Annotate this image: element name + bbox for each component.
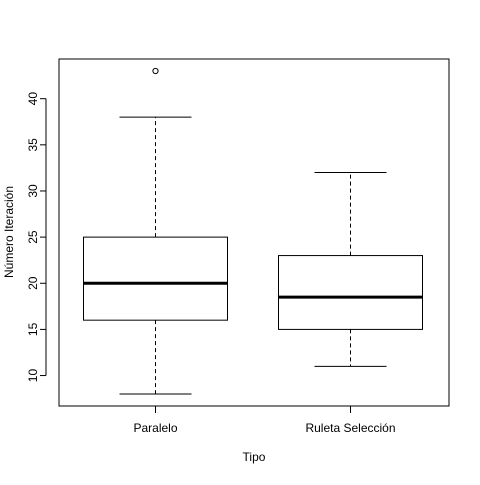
box-1 [83,67,228,395]
y-tick-label: 15 [26,322,40,336]
y-tick-label: 20 [26,276,40,290]
boxes-group [83,67,423,395]
y-axis: 10 15 20 25 30 35 40 [26,92,47,383]
iqr-box [278,255,423,330]
y-tick-label: 25 [26,230,40,244]
outlier-point [152,67,159,75]
y-tick-label: 35 [26,138,40,152]
x-axis: Paralelo Ruleta Selección [133,405,396,435]
x-tick-label: Ruleta Selección [305,421,395,435]
y-axis-label: Número Iteración [2,186,16,278]
iqr-box [83,236,228,321]
x-axis-label: Tipo [243,450,266,464]
box-2 [278,172,423,367]
x-tick-label: Paralelo [133,421,177,435]
y-tick-label: 40 [26,92,40,106]
y-tick-label: 10 [26,369,40,383]
y-tick-label: 30 [26,184,40,198]
